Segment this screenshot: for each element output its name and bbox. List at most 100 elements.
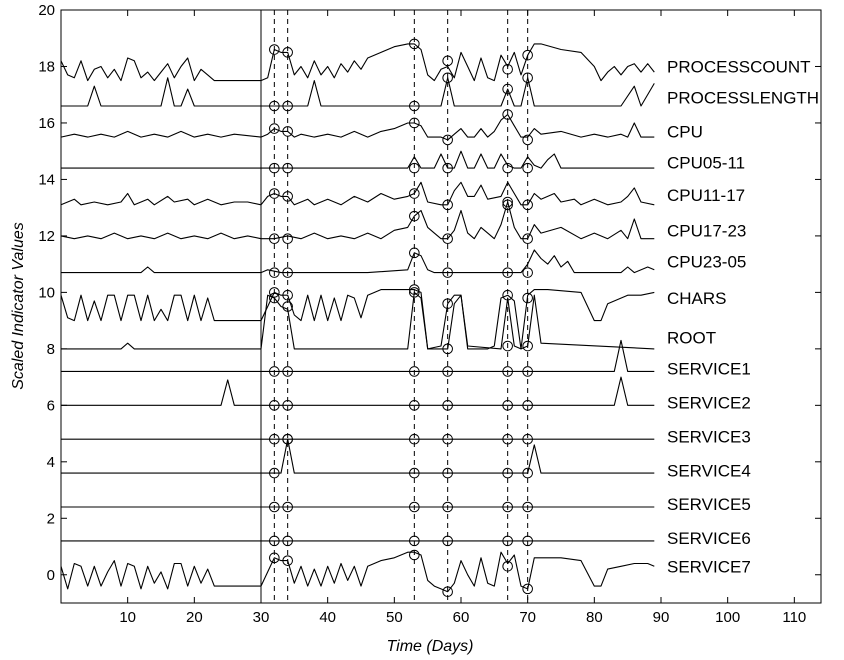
y-axis-title: Scaled Indicator Values [10, 222, 27, 390]
event-marker [502, 64, 513, 75]
event-marker [269, 100, 280, 112]
series-line [61, 376, 655, 406]
event-marker [502, 199, 513, 211]
event-marker [282, 162, 293, 174]
series-line [61, 339, 655, 372]
event-marker [502, 467, 513, 479]
event-marker [442, 501, 453, 513]
event-marker [442, 433, 453, 445]
event-marker [409, 400, 420, 411]
x-tick-label: 40 [319, 609, 336, 626]
series-line [61, 291, 655, 350]
x-tick-label: 60 [453, 609, 470, 626]
event-marker [409, 38, 420, 50]
event-marker [269, 233, 280, 245]
event-marker [409, 467, 420, 479]
event-marker [282, 301, 293, 312]
event-marker [282, 501, 293, 513]
series-line [60, 43, 655, 82]
series-line [61, 150, 655, 169]
event-marker [442, 298, 453, 309]
event-marker [269, 267, 280, 278]
event-marker [522, 400, 533, 411]
event-marker [502, 196, 513, 208]
series-labels: PROCESSCOUNT PROCESSLENGTH CPU CPU05-11 CPU1… [667, 57, 819, 576]
event-marker [269, 535, 280, 547]
series-label: SERVICE4 [667, 461, 751, 480]
series-label: PROCESSLENGTH [667, 89, 819, 108]
event-marker [442, 400, 453, 411]
series-line [61, 438, 655, 474]
series-label: SERVICE7 [667, 557, 751, 576]
x-tick-label: 90 [653, 609, 670, 626]
series-label: CPU17-23 [667, 221, 746, 240]
event-marker [442, 233, 453, 245]
event-marker [282, 535, 293, 547]
event-marker [442, 535, 453, 547]
series-line [60, 201, 655, 240]
event-marker [502, 501, 513, 513]
x-tick-label: 110 [782, 609, 806, 626]
event-marker [269, 123, 280, 134]
event-marker [269, 44, 280, 55]
series-label: CPU23-05 [667, 252, 746, 271]
event-marker [409, 117, 420, 129]
event-marker [502, 162, 513, 174]
x-tick-label: 20 [186, 609, 203, 626]
series-label: ROOT [667, 329, 716, 348]
event-marker [269, 501, 280, 513]
event-marker [502, 535, 513, 547]
event-marker [522, 233, 533, 245]
y-tick-label: 18 [38, 58, 55, 75]
event-marker [442, 72, 453, 84]
event-marker [282, 47, 293, 58]
axis-ticks: 10 20 30 40 50 60 70 80 90 100 110 0 2 4 6 8 10 12 14 16 18 2… [38, 2, 821, 626]
event-marker [282, 433, 293, 445]
event-marker [269, 400, 280, 411]
event-marker [409, 188, 420, 199]
event-marker [282, 400, 293, 411]
event-marker [442, 134, 453, 146]
event-marker [442, 267, 453, 278]
event-marker [269, 467, 280, 479]
event-marker [409, 100, 420, 112]
event-marker [282, 366, 293, 377]
series-label: SERVICE3 [667, 427, 751, 446]
event-marker [269, 162, 280, 174]
event-marker [282, 555, 293, 566]
y-tick-label: 14 [38, 171, 55, 188]
x-tick-label: 10 [119, 609, 136, 626]
series-label: SERVICE1 [667, 360, 751, 379]
series-label: SERVICE5 [667, 495, 751, 514]
x-tick-label: 50 [386, 609, 403, 626]
series-label: CPU [667, 122, 703, 141]
series-line [60, 181, 655, 206]
event-marker [409, 247, 420, 259]
event-marker [502, 340, 513, 352]
series-line [60, 113, 655, 141]
y-tick-label: 6 [47, 397, 55, 414]
x-tick-label: 70 [519, 609, 536, 626]
event-marker [522, 366, 533, 377]
event-marker [269, 292, 280, 304]
event-marker [522, 49, 533, 61]
event-marker [442, 343, 453, 355]
y-tick-label: 12 [38, 228, 55, 245]
event-marker [282, 100, 293, 112]
event-marker [282, 191, 293, 202]
event-marker [442, 199, 453, 211]
event-marker [522, 162, 533, 174]
y-tick-label: 4 [47, 454, 55, 471]
event-marker [409, 535, 420, 547]
event-marker [282, 267, 293, 278]
event-marker [269, 552, 280, 564]
series-label: SERVICE2 [667, 394, 751, 413]
y-tick-label: 8 [47, 341, 55, 358]
y-tick-label: 2 [47, 510, 55, 527]
series-line [60, 551, 655, 593]
series-line [60, 289, 655, 350]
event-marker [442, 162, 453, 174]
event-marker [522, 583, 533, 595]
event-marker [522, 199, 533, 211]
